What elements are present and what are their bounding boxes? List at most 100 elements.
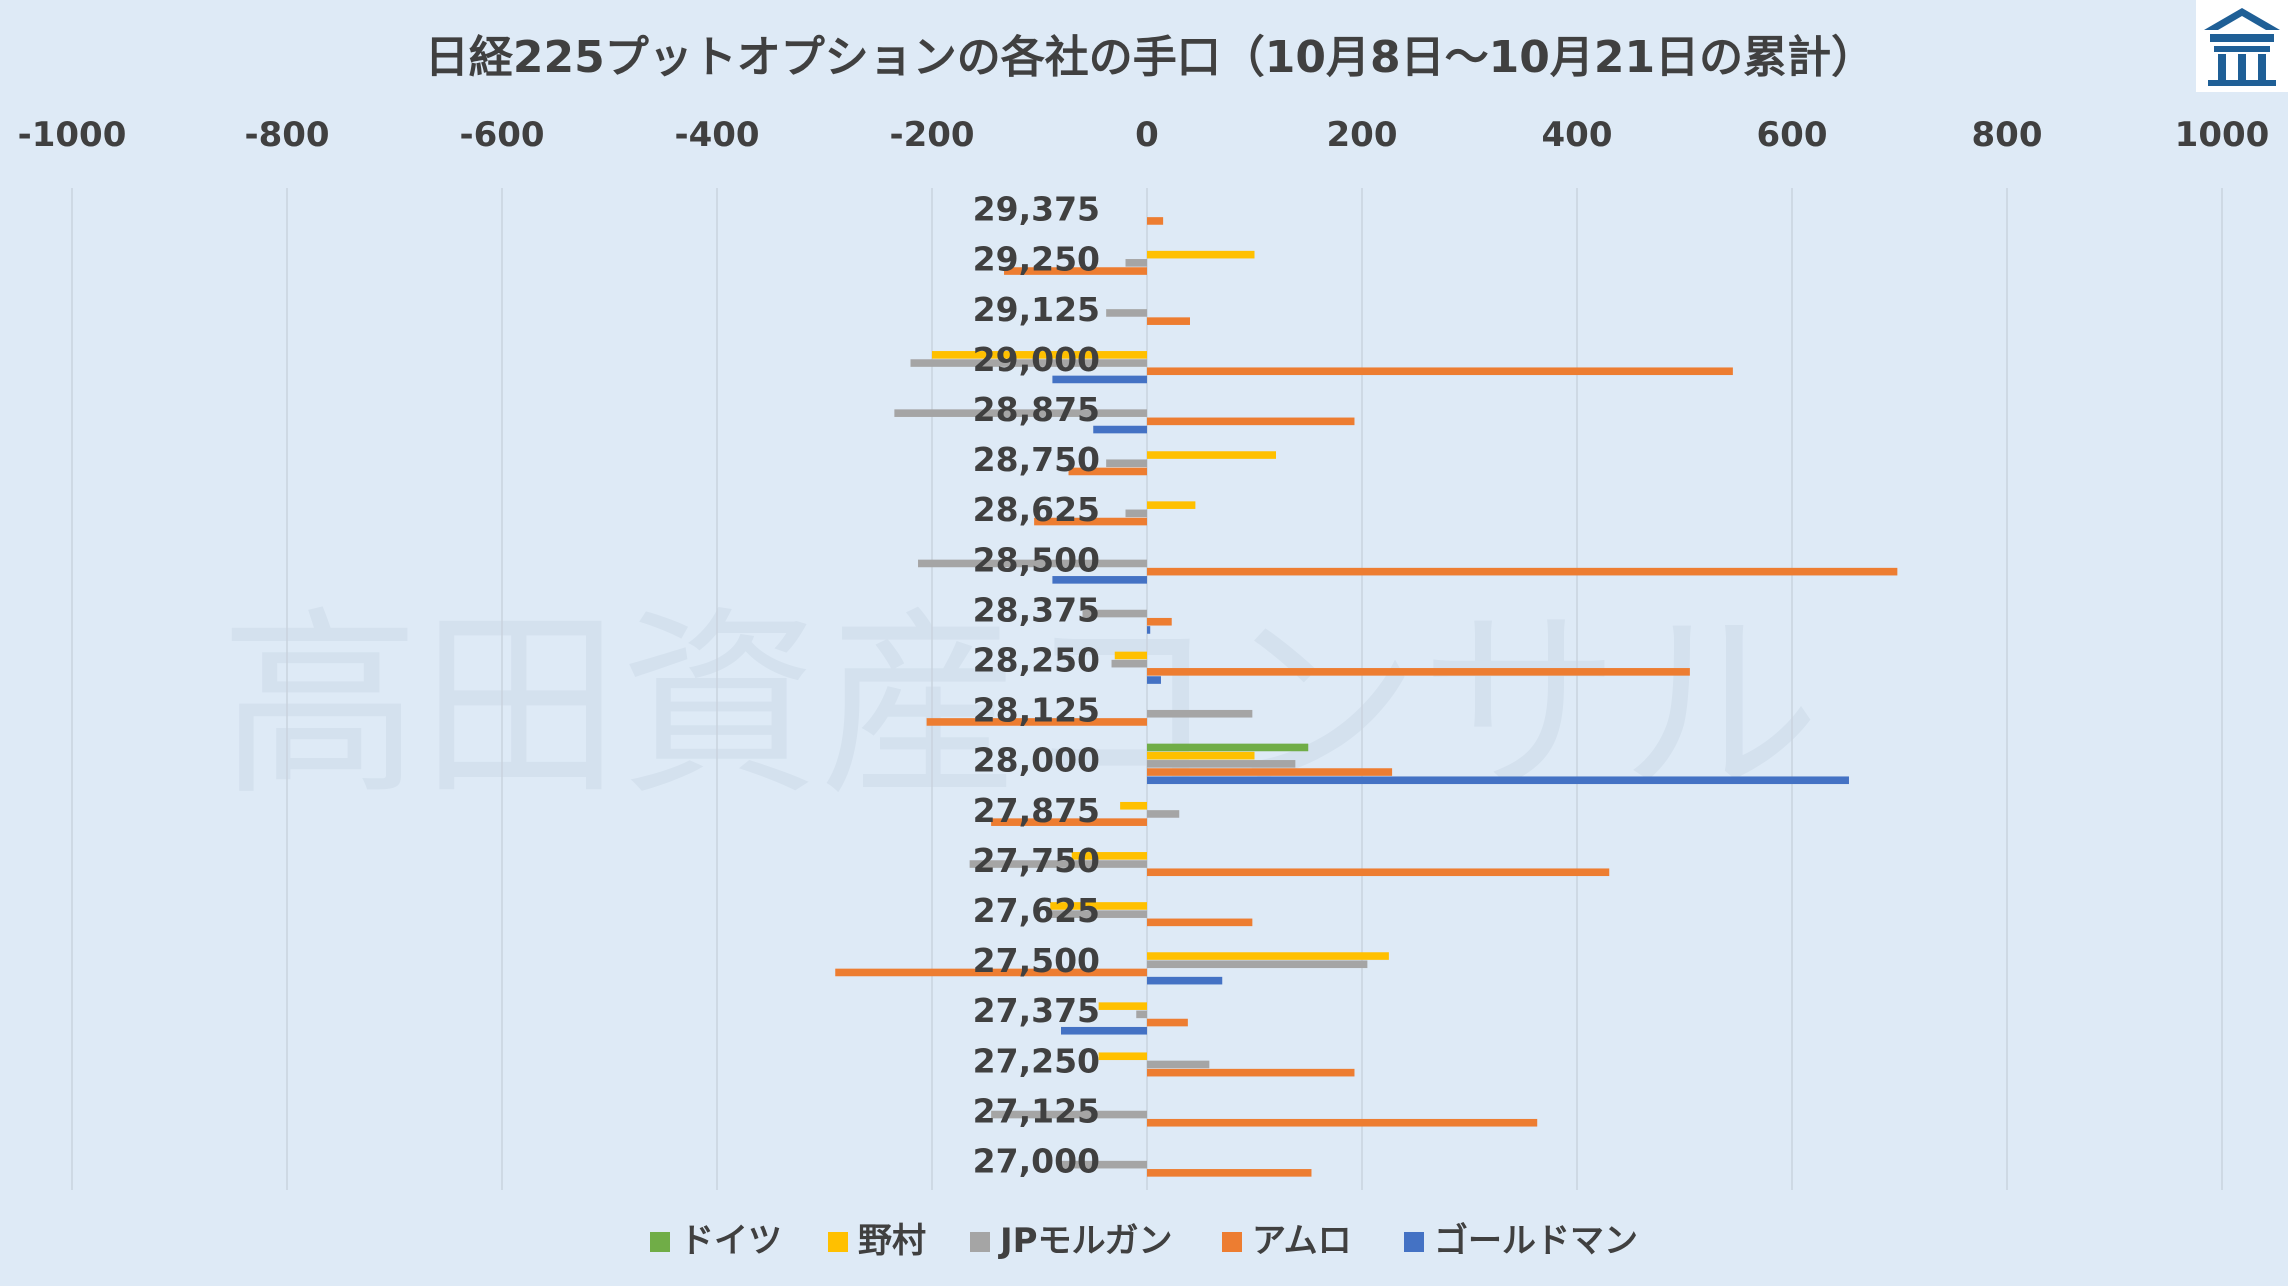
bar bbox=[1147, 567, 1898, 576]
bar bbox=[991, 818, 1147, 826]
bar bbox=[1052, 375, 1147, 384]
legend-swatch bbox=[828, 1232, 848, 1252]
bar bbox=[1082, 609, 1147, 618]
category-label: 28,500 bbox=[973, 540, 1100, 579]
category-label: 27,750 bbox=[973, 841, 1100, 880]
category-label: 27,500 bbox=[973, 941, 1100, 980]
chart-title: 日経225プットオプションの各社の手口（10月8日～10月21日の累計） bbox=[425, 32, 1875, 83]
legend-swatch bbox=[650, 1232, 670, 1252]
bar bbox=[1120, 801, 1147, 810]
bar bbox=[1052, 576, 1147, 584]
bar bbox=[991, 1110, 1147, 1119]
bar bbox=[1114, 651, 1147, 660]
x-tick-label: 0 bbox=[1135, 115, 1159, 155]
category-label: 28,875 bbox=[973, 390, 1100, 429]
bar bbox=[1136, 1010, 1147, 1019]
bar bbox=[1034, 517, 1147, 526]
legend-label: JPモルガン bbox=[998, 1221, 1173, 1261]
x-tick-label: 800 bbox=[1972, 115, 2043, 155]
bar bbox=[1147, 960, 1368, 969]
bar bbox=[1068, 467, 1147, 476]
bar bbox=[1147, 626, 1151, 634]
bar bbox=[1147, 743, 1309, 752]
bar bbox=[1093, 425, 1147, 434]
bar bbox=[1147, 810, 1180, 818]
bar bbox=[1147, 501, 1196, 509]
bar bbox=[1147, 1068, 1355, 1077]
category-labels: 29,375 29,250 29,125 29,000 28,875 28,750 28,6… bbox=[973, 190, 1100, 1181]
x-tick-label: -200 bbox=[889, 115, 974, 155]
bar bbox=[1147, 768, 1393, 776]
gridlines bbox=[71, 188, 2223, 1190]
legend-label: アムロ bbox=[1252, 1221, 1352, 1261]
bar bbox=[1125, 259, 1147, 267]
legend-label: ゴールドマン bbox=[1434, 1221, 1638, 1261]
bar bbox=[1111, 659, 1147, 668]
category-label: 27,250 bbox=[973, 1041, 1100, 1080]
category-label: 27,625 bbox=[973, 891, 1100, 930]
bar bbox=[1147, 668, 1690, 676]
category-label: 29,250 bbox=[973, 240, 1100, 279]
bar bbox=[1147, 617, 1172, 626]
bar bbox=[969, 860, 1147, 868]
bar bbox=[1147, 1118, 1538, 1127]
category-label: 28,125 bbox=[973, 691, 1100, 730]
bar bbox=[1061, 1026, 1147, 1035]
bar bbox=[1147, 776, 1849, 785]
bar bbox=[1147, 367, 1733, 376]
bars bbox=[835, 217, 1898, 1177]
category-label: 29,125 bbox=[973, 290, 1100, 329]
bar bbox=[918, 559, 1147, 568]
bar bbox=[1071, 852, 1147, 860]
x-tick-label: 400 bbox=[1542, 115, 1613, 155]
legend-label: ドイツ bbox=[680, 1221, 782, 1261]
x-tick-label: 1000 bbox=[2175, 115, 2270, 155]
bar bbox=[1147, 250, 1255, 259]
bar bbox=[1147, 1060, 1210, 1069]
bar bbox=[1147, 1018, 1188, 1027]
bar bbox=[1098, 1002, 1147, 1010]
category-label: 27,375 bbox=[973, 991, 1100, 1030]
bar bbox=[1106, 309, 1147, 317]
x-tick-label: -400 bbox=[674, 115, 759, 155]
takata-logo bbox=[2196, 0, 2288, 92]
bar bbox=[1098, 1052, 1147, 1061]
category-label: 28,375 bbox=[973, 590, 1100, 629]
bar bbox=[1147, 760, 1296, 768]
bar bbox=[1147, 868, 1610, 877]
category-label: 27,000 bbox=[973, 1141, 1100, 1180]
bar bbox=[1147, 976, 1223, 985]
bar bbox=[1004, 267, 1147, 275]
bar bbox=[1147, 952, 1389, 960]
bar bbox=[1147, 317, 1190, 325]
bar bbox=[894, 409, 1147, 417]
logo-icon bbox=[2204, 8, 2280, 86]
bar bbox=[1147, 217, 1164, 225]
bar bbox=[1061, 1160, 1147, 1169]
bar bbox=[1147, 709, 1253, 718]
category-label: 27,875 bbox=[973, 791, 1100, 830]
bar bbox=[1147, 1169, 1312, 1177]
x-tick-label: 200 bbox=[1327, 115, 1398, 155]
bar bbox=[1050, 902, 1147, 910]
x-tick-label: 600 bbox=[1757, 115, 1828, 155]
x-tick-label: -800 bbox=[244, 115, 329, 155]
bar bbox=[835, 968, 1147, 977]
legend-label: 野村 bbox=[858, 1221, 926, 1261]
legend: ドイツ 野村 JPモルガン アムロ ゴールドマン bbox=[650, 1221, 1638, 1261]
bar bbox=[1125, 509, 1147, 518]
bar bbox=[1050, 910, 1147, 918]
legend-swatch bbox=[970, 1232, 990, 1252]
category-label: 28,625 bbox=[973, 490, 1100, 529]
watermark: 高田資産コンサル bbox=[220, 590, 1820, 823]
category-label: 27,125 bbox=[973, 1091, 1100, 1130]
x-axis-ticks: -1000 -800 -600 -400 -200 0 200 400 600 800 1000 bbox=[18, 115, 2270, 155]
category-label: 29,000 bbox=[973, 340, 1100, 379]
category-label: 28,250 bbox=[973, 640, 1100, 679]
bar bbox=[1147, 751, 1255, 760]
bar bbox=[926, 718, 1147, 726]
bar bbox=[1147, 417, 1355, 426]
category-label: 29,375 bbox=[973, 190, 1100, 229]
category-label: 28,000 bbox=[973, 741, 1100, 780]
